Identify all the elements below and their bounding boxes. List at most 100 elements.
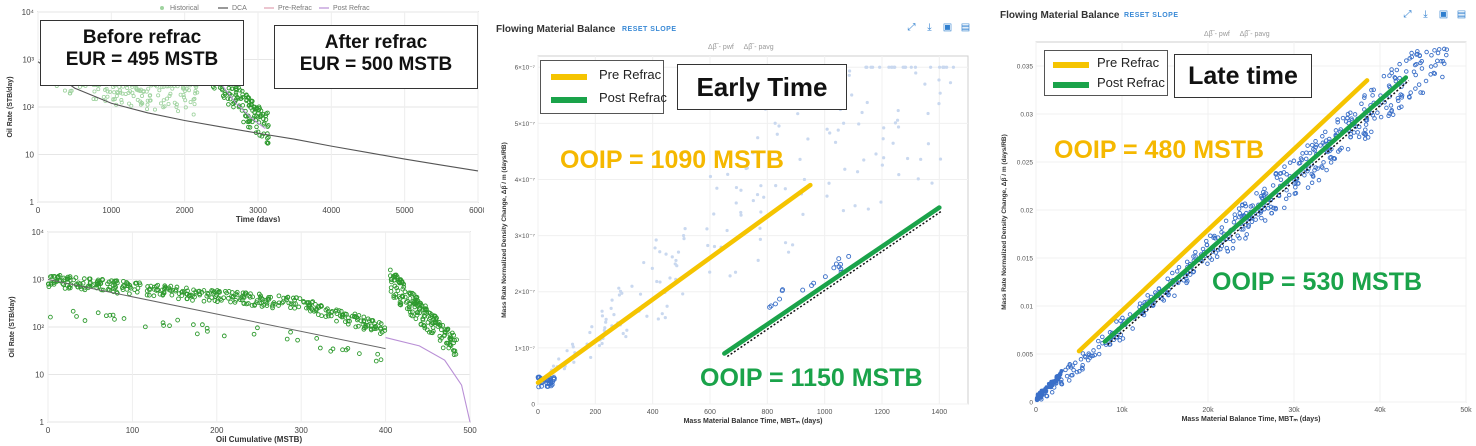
data-point	[879, 200, 883, 204]
fmb-late-title: Flowing Material Balance	[1000, 10, 1120, 21]
data-point	[1345, 111, 1351, 117]
data-point	[1328, 160, 1334, 165]
data-point	[243, 113, 248, 118]
data-point	[1068, 365, 1074, 370]
data-point	[336, 308, 342, 313]
data-point	[162, 104, 167, 109]
data-point	[882, 126, 886, 130]
expand-icon[interactable]: ⤢	[907, 22, 916, 33]
image-icon[interactable]: ▣	[1438, 9, 1449, 20]
x-tick-label: 1000	[817, 409, 833, 416]
data-point	[226, 295, 231, 301]
data-point	[855, 170, 860, 174]
data-point	[152, 107, 157, 112]
data-point	[1364, 115, 1370, 121]
fmb-late-chart: 0 10k 20k 30k 40k 50k 0 0.005 0.01 0.015 0.02 0.025…	[1000, 41, 1472, 423]
data-point	[1120, 336, 1126, 341]
data-point	[1325, 149, 1330, 155]
data-point	[222, 90, 228, 95]
data-point	[734, 185, 739, 190]
data-point	[881, 137, 885, 141]
data-point	[414, 299, 420, 305]
data-point	[249, 98, 254, 104]
data-point	[304, 305, 309, 311]
pre-refrac-line	[535, 182, 813, 385]
data-point	[1145, 293, 1150, 298]
data-point	[423, 303, 428, 309]
rate-time-panel: 0 1000 2000 3000 4000 5000 6000 1 10 10² 10³ 10⁴ Tim…	[0, 0, 484, 222]
callout-after-line1: After refrac	[324, 32, 428, 53]
download-icon[interactable]: ⤓	[927, 22, 932, 33]
x-tick-label: 10k	[1116, 407, 1128, 414]
data-point	[373, 358, 379, 364]
x-tick-label: 3000	[249, 206, 267, 215]
data-point	[161, 290, 167, 295]
x-tick-label: 0	[46, 426, 51, 435]
x-tick-label: 30k	[1288, 407, 1300, 414]
expand-icon[interactable]: ⤢	[1403, 9, 1412, 20]
data-point	[48, 280, 54, 286]
data-point	[1318, 143, 1323, 148]
data-point	[1100, 334, 1105, 340]
reset-slope-link-late[interactable]: RESET SLOPE	[1124, 12, 1179, 19]
data-point	[668, 276, 672, 280]
data-point	[422, 306, 428, 311]
data-point	[1320, 134, 1325, 139]
data-point	[604, 320, 608, 324]
data-point	[890, 65, 894, 69]
data-point	[228, 299, 233, 305]
save-icon[interactable]: ▤	[1456, 9, 1467, 20]
data-point	[624, 334, 628, 339]
data-point	[1085, 357, 1091, 363]
image-icon[interactable]: ▣	[942, 22, 953, 33]
data-point	[656, 317, 660, 321]
y-axis-title: Mass Rate Normalized Density Change, Δβ̅…	[500, 142, 508, 318]
data-point	[178, 92, 183, 97]
data-point	[1394, 67, 1400, 73]
callout-after-line2: EUR = 500 MSTB	[299, 53, 453, 75]
data-point	[340, 312, 346, 318]
data-point	[396, 279, 401, 284]
data-point	[948, 81, 953, 85]
reset-slope-link-early[interactable]: RESET SLOPE	[622, 26, 677, 33]
y-tick-label: 1	[40, 418, 45, 427]
data-point	[421, 322, 427, 328]
data-point	[571, 345, 575, 349]
data-point	[429, 322, 434, 327]
data-point	[625, 328, 629, 332]
legend-swatch-post	[551, 97, 587, 103]
data-point	[726, 172, 730, 176]
download-icon[interactable]: ⤓	[1423, 9, 1428, 20]
data-point	[1175, 280, 1181, 286]
data-point	[1064, 373, 1070, 379]
data-point	[1253, 217, 1258, 222]
data-point	[166, 101, 171, 106]
data-point	[1440, 58, 1446, 64]
data-point	[247, 294, 253, 300]
data-point	[1244, 232, 1250, 237]
data-point	[1432, 48, 1437, 53]
data-point	[930, 181, 934, 185]
save-icon[interactable]: ▤	[960, 22, 971, 33]
y-tick-label: 3×10⁻⁷	[515, 233, 536, 240]
data-point	[146, 292, 152, 298]
data-point	[234, 94, 240, 100]
data-point	[140, 93, 145, 98]
data-point	[437, 322, 443, 328]
data-point	[1343, 119, 1349, 124]
fmb-late-legend: Pre Refrac Post Refrac	[1044, 50, 1168, 96]
data-point	[1345, 146, 1351, 152]
data-point	[658, 250, 662, 254]
mini-legend-pavg: Δβ̅ - pavg	[743, 44, 774, 51]
y-tick-label: 5×10⁻⁷	[515, 121, 536, 128]
data-point	[1429, 53, 1434, 58]
data-point	[247, 119, 252, 124]
data-point	[407, 291, 413, 297]
data-point	[141, 89, 146, 94]
data-point	[328, 313, 334, 319]
data-point	[155, 282, 161, 288]
data-point	[1074, 369, 1080, 375]
data-point	[1413, 72, 1418, 78]
data-point	[223, 288, 228, 294]
data-point	[1444, 47, 1450, 52]
